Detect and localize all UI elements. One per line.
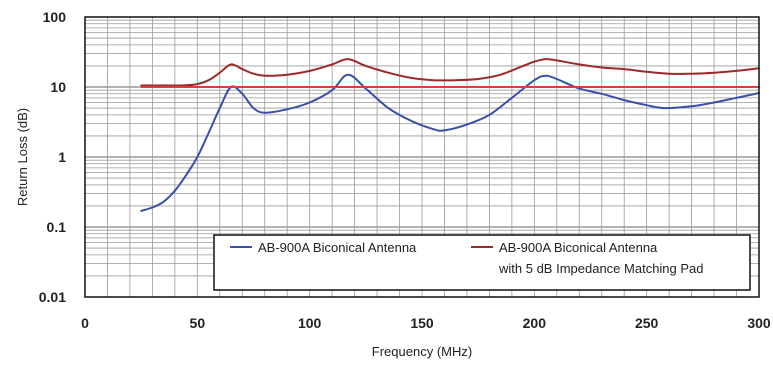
x-tick-label: 250 — [635, 315, 659, 331]
y-tick-label: 100 — [43, 9, 67, 25]
x-tick-label: 0 — [81, 315, 89, 331]
y-tick-labels: 0.01 0.1 1 10 100 — [39, 9, 66, 305]
legend-entry-matching-pad-line2: with 5 dB Impedance Matching Pad — [498, 261, 704, 276]
y-axis-label: Return Loss (dB) — [15, 108, 30, 206]
x-axis-label: Frequency (MHz) — [372, 344, 472, 359]
legend: AB-900A Biconical Antenna AB-900A Biconi… — [213, 234, 751, 291]
legend-entry-biconical: AB-900A Biconical Antenna — [258, 240, 417, 255]
y-tick-label: 0.1 — [47, 219, 67, 235]
plot-frame — [84, 16, 760, 298]
x-tick-label: 150 — [410, 315, 434, 331]
series-group — [140, 58, 760, 212]
y-tick-label: 10 — [50, 79, 66, 95]
y-tick-label: 1 — [58, 149, 66, 165]
series-line-biconical-antenna — [140, 73, 760, 212]
x-tick-labels: 0 50 100 150 200 250 300 — [81, 315, 771, 331]
x-tick-label: 200 — [523, 315, 547, 331]
series-line-matching-pad — [140, 58, 760, 87]
x-tick-label: 50 — [190, 315, 206, 331]
x-tick-label: 300 — [747, 315, 771, 331]
legend-box — [213, 234, 751, 291]
y-tick-label: 0.01 — [39, 289, 66, 305]
grid — [85, 17, 759, 298]
x-tick-label: 100 — [298, 315, 322, 331]
legend-entry-matching-pad-line1: AB-900A Biconical Antenna — [499, 240, 658, 255]
